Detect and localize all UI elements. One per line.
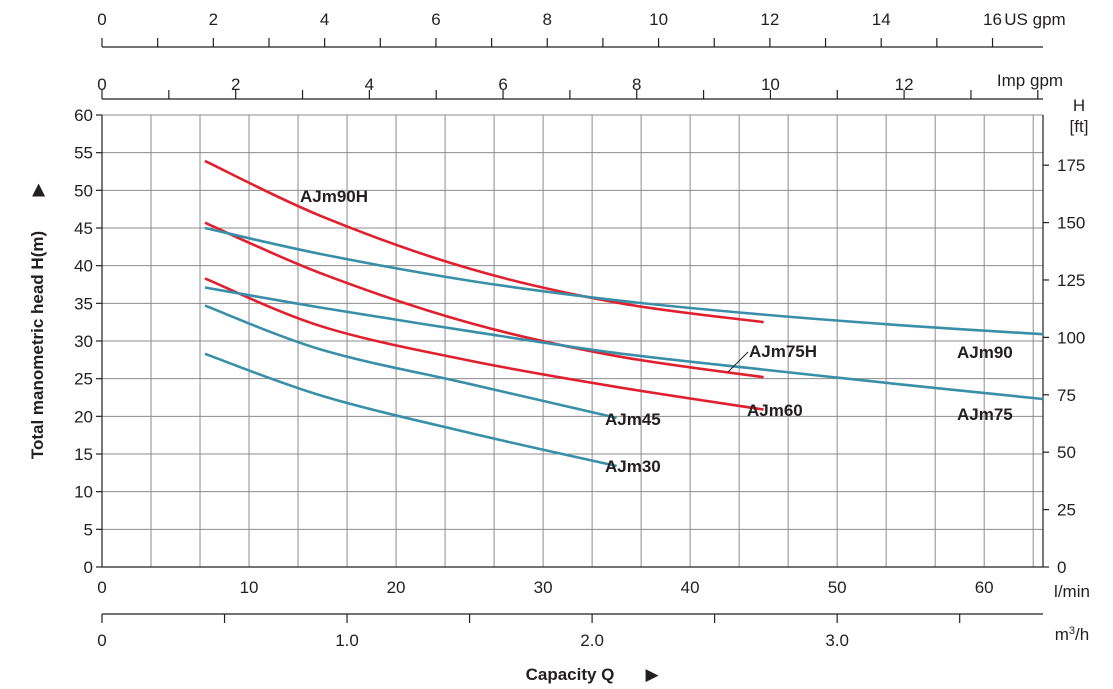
y-right-tick-label: 175 [1057, 156, 1085, 175]
tick-labels: 0510152025303540455055600255075100125150… [74, 10, 1090, 650]
x-tick-label: 30 [534, 578, 553, 597]
curve-ajm75 [204, 286, 1044, 401]
us-gpm-tick-label: 12 [760, 10, 779, 29]
grid [101, 114, 1043, 568]
series-label-ajm60: AJm60 [747, 401, 803, 420]
series-curves [204, 159, 1044, 468]
curve-ajm75h [204, 221, 764, 379]
x-tick-label: 50 [828, 578, 847, 597]
us-gpm-tick-label: 0 [97, 10, 106, 29]
y-tick-label: 30 [74, 332, 93, 351]
imp-gpm-tick-label: 10 [761, 75, 780, 94]
m3h-tick-label: 2.0 [580, 631, 604, 650]
y-right-tick-label: 0 [1057, 558, 1066, 577]
series-label-ajm30: AJm30 [605, 457, 661, 476]
us-gpm-tick-label: 16 [983, 10, 1002, 29]
y-tick-label: 55 [74, 144, 93, 163]
x-tick-label: 40 [681, 578, 700, 597]
y-tick-label: 50 [74, 181, 93, 200]
y-right-tick-label: 100 [1057, 328, 1085, 347]
y-right-tick-label: 150 [1057, 214, 1085, 233]
y-tick-label: 5 [84, 520, 93, 539]
us-gpm-tick-label: 6 [431, 10, 440, 29]
y-tick-label: 40 [74, 257, 93, 276]
y-axis-arrow: ▶ [28, 183, 47, 197]
y-tick-label: 15 [74, 445, 93, 464]
y-tick-label: 0 [84, 558, 93, 577]
x-tick-label: 10 [240, 578, 259, 597]
x-axis-arrow: ▶ [645, 665, 659, 684]
imp-gpm-tick-label: 2 [231, 75, 240, 94]
series-label-ajm90h: AJm90H [300, 187, 368, 206]
x-unit-label: l/min [1054, 582, 1090, 601]
y-tick-label: 45 [74, 219, 93, 238]
y-tick-label: 20 [74, 407, 93, 426]
us-gpm-tick-label: 4 [320, 10, 329, 29]
us-gpm-tick-label: 10 [649, 10, 668, 29]
y-right-tick-label: 50 [1057, 443, 1076, 462]
curve-ajm45 [204, 304, 617, 420]
y-axis-title: Total manometric head H(m) [28, 231, 47, 459]
us-gpm-tick-label: 2 [209, 10, 218, 29]
curve-ajm30 [204, 352, 617, 468]
us-gpm-tick-label: 8 [543, 10, 552, 29]
y-right-tick-label: 75 [1057, 386, 1076, 405]
curve-ajm60 [204, 277, 764, 411]
imp-gpm-tick-label: 6 [498, 75, 507, 94]
y-tick-label: 60 [74, 106, 93, 125]
y-right-unit-h: H [1073, 96, 1085, 115]
series-label-ajm90: AJm90 [957, 343, 1013, 362]
series-label-ajm75: AJm75 [957, 405, 1013, 424]
x-tick-label: 0 [97, 578, 106, 597]
series-labels: AJm90H AJm75H AJm60 AJm90 AJm75 AJm45 AJm30 [300, 187, 1013, 476]
x-tick-label: 20 [387, 578, 406, 597]
curve-ajm90 [204, 226, 1044, 336]
y-right-tick-label: 125 [1057, 271, 1085, 290]
imp-gpm-tick-label: 0 [97, 75, 106, 94]
m3h-tick-label: 0 [97, 631, 106, 650]
curve-ajm90h [204, 159, 764, 324]
us-gpm-unit: US gpm [1004, 10, 1065, 29]
y-tick-label: 10 [74, 483, 93, 502]
imp-gpm-unit: Imp gpm [997, 71, 1063, 90]
x-axis-title: Capacity Q [526, 665, 615, 684]
imp-gpm-tick-label: 8 [632, 75, 641, 94]
y-right-unit-ft: [ft] [1070, 117, 1089, 136]
y-right-tick-label: 25 [1057, 501, 1076, 520]
ajm75h-leader-line [727, 351, 749, 373]
series-label-ajm75h: AJm75H [749, 342, 817, 361]
series-label-ajm45: AJm45 [605, 410, 661, 429]
imp-gpm-tick-label: 12 [895, 75, 914, 94]
m3h-tick-label: 3.0 [825, 631, 849, 650]
x-tick-label: 60 [975, 578, 994, 597]
axes [96, 38, 1049, 623]
y-tick-label: 35 [74, 294, 93, 313]
y-tick-label: 25 [74, 370, 93, 389]
us-gpm-tick-label: 14 [872, 10, 891, 29]
m3h-tick-label: 1.0 [335, 631, 359, 650]
imp-gpm-tick-label: 4 [365, 75, 374, 94]
m3h-unit: m3/h [1055, 625, 1089, 644]
